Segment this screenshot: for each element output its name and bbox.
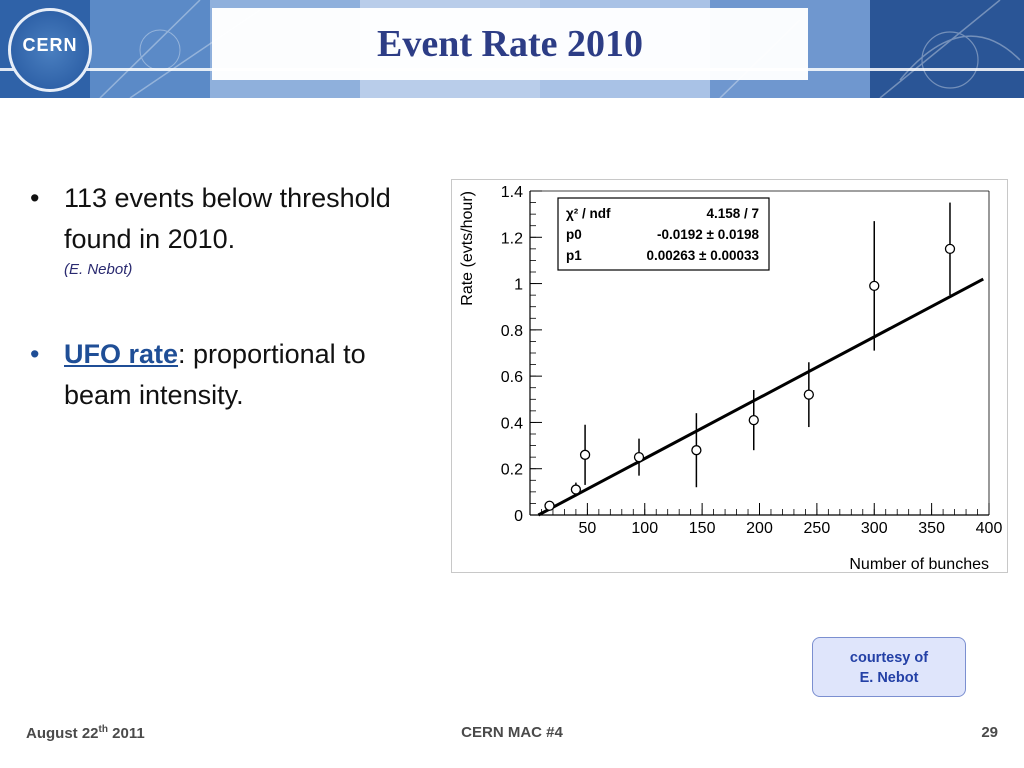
- stats-label: p0: [566, 227, 582, 242]
- data-point: [869, 280, 880, 292]
- bullet-text: : proportional to beam intensity.: [64, 339, 366, 410]
- data-point: [748, 414, 759, 426]
- y-tick-label: 0.2: [501, 462, 523, 479]
- y-tick-label: 0: [514, 508, 523, 525]
- data-point: [691, 445, 702, 456]
- chart-frame: 0 0.2 0.4 0.6 0.8 1 1.2 1.4 50 100 150 200 250 300 350…: [451, 179, 1008, 573]
- footer-date-prefix: August 22: [26, 725, 99, 742]
- fit-line: [537, 277, 984, 517]
- x-tick-label: 50: [578, 520, 596, 537]
- stats-value: 0.00263 ± 0.00033: [646, 248, 759, 263]
- x-tick-label: 200: [746, 520, 773, 537]
- bullet-dot-icon: •: [30, 183, 40, 213]
- y-tick-label: 1.4: [501, 184, 523, 201]
- footer-center: CERN MAC #4: [461, 724, 563, 741]
- cern-logo: CERN: [8, 8, 92, 92]
- bullet-dot-icon: •: [30, 339, 40, 369]
- data-point: [633, 451, 645, 463]
- title-panel: [212, 8, 808, 80]
- data-point: [544, 500, 555, 511]
- footer-date-sup: th: [98, 724, 108, 735]
- stats-value: 4.158 / 7: [706, 206, 759, 221]
- x-tick-label: 300: [861, 520, 888, 537]
- logo-text: CERN: [22, 35, 78, 55]
- bullet-item: • UFO rate: proportional to beam intensi…: [30, 334, 430, 416]
- y-tick-label: 0.4: [501, 415, 523, 432]
- data-point: [803, 389, 814, 400]
- bullet-item: • 113 events below threshold found in 20…: [30, 178, 430, 280]
- y-tick-label: 0.6: [501, 369, 523, 386]
- bullet-highlight-link[interactable]: UFO rate: [64, 339, 179, 369]
- stats-box: [557, 197, 770, 271]
- x-tick-label: 150: [689, 520, 716, 537]
- bullet-text: 113 events below threshold found in 2010…: [64, 183, 391, 254]
- data-point: [579, 449, 591, 460]
- y-tick-label: 0.8: [501, 323, 523, 340]
- bullet-credit: (E. Nebot): [64, 261, 133, 278]
- footer-date-suffix: 2011: [107, 725, 145, 742]
- stats-value: -0.0192 ± 0.0198: [657, 227, 759, 242]
- x-tick-label: 100: [631, 520, 658, 537]
- footer-date: August 22th 2011: [26, 724, 145, 742]
- courtesy-box: courtesy of E. Nebot: [812, 637, 966, 697]
- footer-page-number: 29: [981, 724, 998, 741]
- bullet-list: • 113 events below threshold found in 20…: [30, 178, 430, 416]
- header-banner: CERN Event Rate 2010: [0, 0, 1024, 98]
- data-point: [944, 243, 956, 255]
- y-axis-label: Rate (evts/hour): [459, 191, 476, 306]
- x-tick-label: 350: [918, 520, 945, 537]
- data-point: [570, 484, 582, 495]
- x-axis-label: Number of bunches: [849, 556, 989, 572]
- x-tick-label: 250: [804, 520, 831, 537]
- x-tick-label: 400: [976, 520, 1003, 537]
- stats-label: χ² / ndf: [566, 206, 611, 221]
- y-tick-label: 1: [514, 277, 523, 294]
- courtesy-line2: E. Nebot: [859, 670, 919, 686]
- slide-title: Event Rate 2010: [377, 23, 643, 65]
- stats-label: p1: [566, 248, 582, 263]
- courtesy-line1: courtesy of: [849, 650, 929, 666]
- y-tick-label: 1.2: [501, 230, 523, 247]
- rate-vs-bunches-chart: 0 0.2 0.4 0.6 0.8 1 1.2 1.4 50 100 150 200 250 300 350…: [459, 184, 1003, 572]
